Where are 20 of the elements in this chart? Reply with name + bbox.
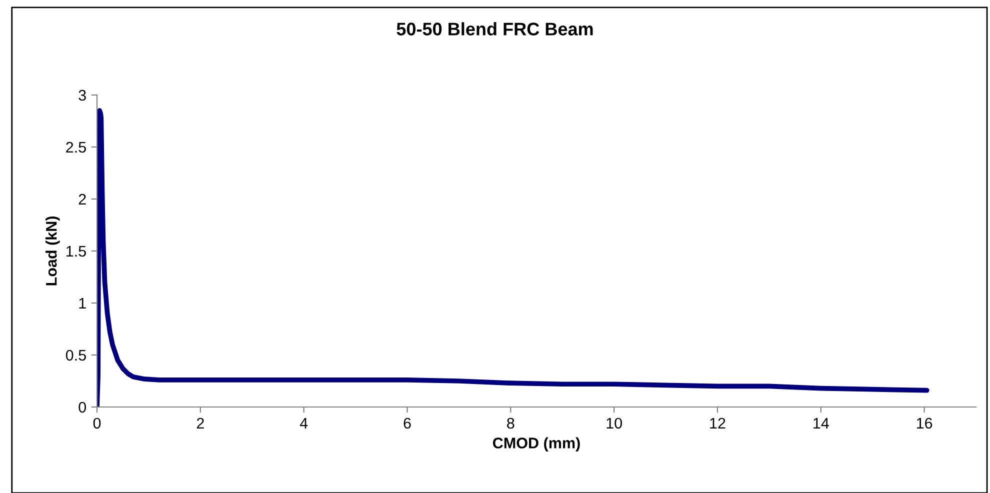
x-axis-title: CMOD (mm)	[492, 437, 580, 452]
y-tick-label: 1	[79, 298, 86, 309]
y-tick-label: 2.5	[66, 142, 86, 153]
y-tick-label: 3	[78, 90, 86, 101]
x-tick-label: 2	[196, 418, 204, 428]
line-series	[97, 108, 930, 407]
chart-title: 50-50 Blend FRC Beam	[396, 22, 593, 36]
x-tick-label: 8	[507, 418, 514, 429]
x-tick-label: 10	[606, 418, 622, 429]
x-tick-label: 12	[710, 418, 726, 428]
x-tick-label: 4	[300, 418, 308, 428]
y-axis-title: Load (kN)	[46, 216, 60, 286]
y-tick-label: 1.5	[66, 246, 86, 257]
y-tick-label: 0	[78, 402, 86, 413]
x-tick-label: 0	[93, 418, 101, 429]
x-tick-label: 6	[404, 418, 411, 429]
x-tick-label: 16	[916, 418, 932, 429]
y-tick-label: 2	[78, 194, 86, 205]
x-tick-label: 14	[814, 418, 829, 428]
y-tick-label: 0.5	[66, 350, 86, 361]
